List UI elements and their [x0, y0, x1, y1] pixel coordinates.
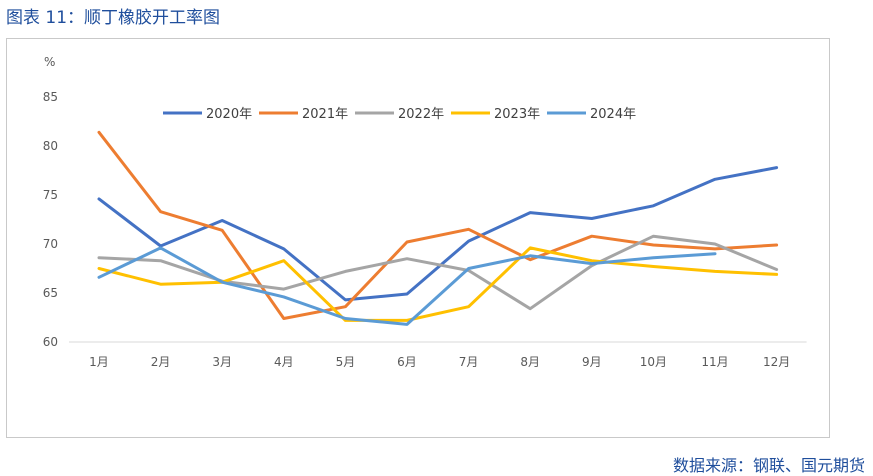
x-tick-label: 2月: [151, 355, 171, 369]
legend-label: 2022年: [398, 107, 444, 122]
series-line-2023年: [97, 246, 779, 322]
y-tick-label: 75: [43, 188, 58, 202]
legend-label: 2020年: [206, 107, 252, 122]
x-tick-label: 3月: [212, 355, 232, 369]
series-line-2021年: [97, 130, 779, 320]
series-line-2020年: [97, 166, 779, 302]
x-tick-label: 9月: [582, 355, 602, 369]
y-tick-label: 65: [43, 286, 58, 300]
y-axis-unit-label: %: [44, 55, 55, 69]
series-line-2024年: [97, 246, 717, 326]
legend-label: 2024年: [590, 107, 636, 122]
x-tick-label: 11月: [701, 355, 728, 369]
legend-label: 2021年: [302, 107, 348, 122]
y-tick-label: 85: [43, 90, 58, 104]
y-tick-label: 80: [43, 139, 58, 153]
x-tick-label: 12月: [763, 355, 790, 369]
x-tick-label: 10月: [640, 355, 667, 369]
x-tick-label: 1月: [89, 355, 109, 369]
y-tick-label: 70: [43, 237, 58, 251]
series-layer: [97, 130, 779, 326]
legend-label: 2023年: [494, 107, 540, 122]
figure-title: 图表 11：顺丁橡胶开工率图: [6, 8, 221, 28]
source-note: 数据来源：钢联、国元期货: [672, 456, 865, 475]
x-tick-label: 6月: [397, 355, 417, 369]
axis-layer: % 60 65 70 75 80 85 1月 2月 3月 4月 5月 6月 7月 8月 9月 10月 11月 12月: [43, 55, 807, 369]
y-tick-label: 60: [43, 335, 58, 349]
chart-frame: [6, 38, 830, 438]
x-tick-label: 8月: [520, 355, 540, 369]
legend: 2020年 2021年 2022年 2023年 2024年: [163, 107, 636, 122]
x-tick-label: 7月: [459, 355, 479, 369]
x-tick-label: 4月: [274, 355, 294, 369]
x-tick-label: 5月: [336, 355, 356, 369]
